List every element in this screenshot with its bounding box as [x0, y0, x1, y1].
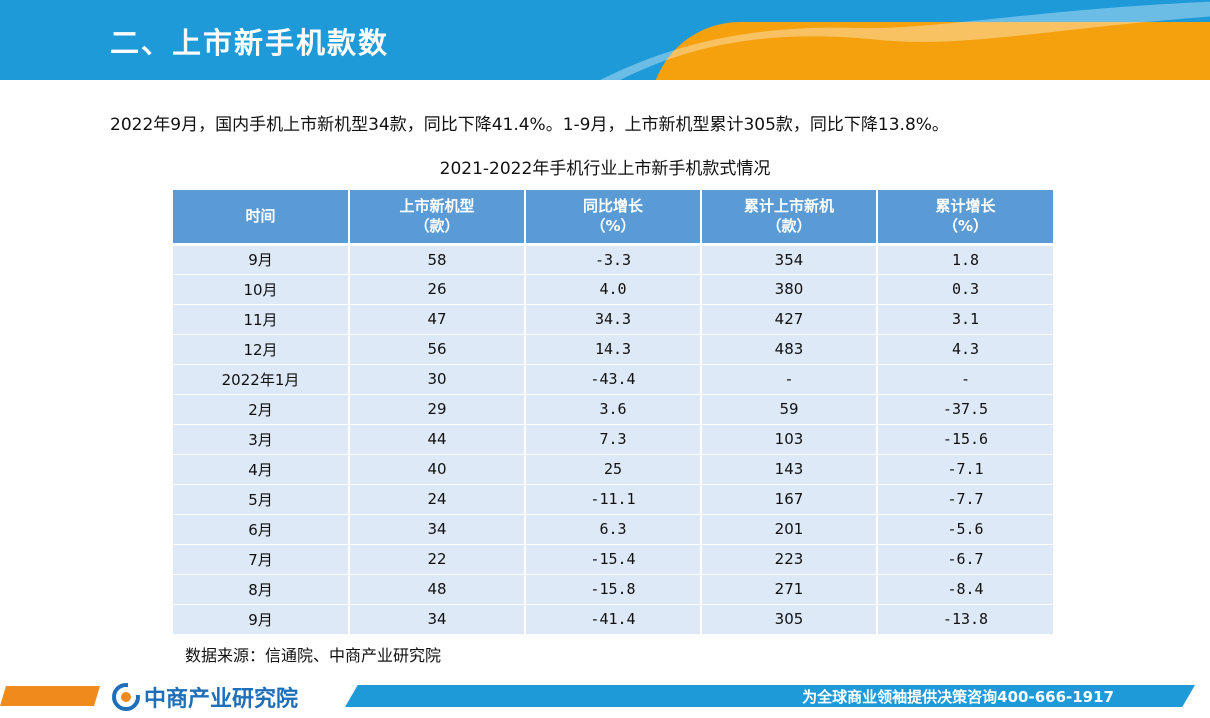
cell-cumulative-growth: -6.7 [877, 544, 1053, 575]
cell-new-models: 58 [349, 244, 526, 275]
cell-cumulative-growth: - [877, 364, 1053, 395]
cell-cumulative-models: 305 [701, 604, 878, 635]
column-header-cumulative-growth: 累计增长 （%） [877, 190, 1053, 246]
cell-yoy-growth: 25 [525, 454, 702, 485]
cell-time: 10月 [173, 274, 350, 305]
cell-yoy-growth: -11.1 [525, 484, 702, 515]
cell-yoy-growth: -15.4 [525, 544, 702, 575]
cell-yoy-growth: 3.6 [525, 394, 702, 425]
cell-cumulative-growth: 1.8 [877, 244, 1053, 275]
header-orange-band [650, 22, 1210, 80]
cell-cumulative-growth: -5.6 [877, 514, 1053, 545]
table-row: 10月 26 4.0 380 0.3 [173, 274, 1053, 305]
cell-new-models: 34 [349, 514, 526, 545]
footer-logo: 中商产业研究院 [112, 681, 298, 713]
table-row: 9月 34 -41.4 305 -13.8 [173, 604, 1053, 635]
table-row: 3月 44 7.3 103 -15.6 [173, 424, 1053, 455]
cell-time: 8月 [173, 574, 350, 605]
page-title: 二、上市新手机款数 [110, 26, 390, 60]
cell-cumulative-growth: 4.3 [877, 334, 1053, 365]
cell-cumulative-growth: 0.3 [877, 274, 1053, 305]
cell-new-models: 48 [349, 574, 526, 605]
cell-cumulative-models: - [701, 364, 878, 395]
cell-cumulative-growth: -37.5 [877, 394, 1053, 425]
cell-new-models: 40 [349, 454, 526, 485]
cell-cumulative-models: 103 [701, 424, 878, 455]
cell-yoy-growth: -43.4 [525, 364, 702, 395]
footer-blue-bar [345, 685, 1195, 707]
cell-yoy-growth: 34.3 [525, 304, 702, 335]
cell-cumulative-models: 380 [701, 274, 878, 305]
cell-time: 12月 [173, 334, 350, 365]
footer-slogan: 为全球商业领袖提供决策咨询400-666-1917 [802, 688, 1114, 706]
cell-yoy-growth: -15.8 [525, 574, 702, 605]
summary-text: 2022年9月，国内手机上市新机型34款，同比下降41.4%。1-9月，上市新机… [110, 115, 949, 135]
header-banner: 二、上市新手机款数 [0, 0, 1210, 80]
table-row: 7月 22 -15.4 223 -6.7 [173, 544, 1053, 575]
cell-time: 7月 [173, 544, 350, 575]
cell-cumulative-models: 271 [701, 574, 878, 605]
cell-cumulative-growth: -7.7 [877, 484, 1053, 515]
data-table: 时间 上市新机型 （款） 同比增长 （%） 累计上市新机 （款） 累计增长 （%） 9月… [173, 190, 1053, 635]
table-row: 9月 58 -3.3 354 1.8 [173, 244, 1053, 275]
cell-cumulative-growth: -15.6 [877, 424, 1053, 455]
table-body: 9月 58 -3.3 354 1.8 10月 26 4.0 380 0.3 11月 47 34.3 427… [173, 244, 1053, 635]
table-row: 4月 40 25 143 -7.1 [173, 454, 1053, 485]
cell-cumulative-models: 59 [701, 394, 878, 425]
column-header-new-models: 上市新机型 （款） [349, 190, 526, 246]
table-row: 6月 34 6.3 201 -5.6 [173, 514, 1053, 545]
table-row: 12月 56 14.3 483 4.3 [173, 334, 1053, 365]
column-header-time: 时间 [173, 190, 350, 246]
table-row: 2月 29 3.6 59 -37.5 [173, 394, 1053, 425]
cell-time: 2月 [173, 394, 350, 425]
table-header-row: 时间 上市新机型 （款） 同比增长 （%） 累计上市新机 （款） 累计增长 （%） [173, 190, 1053, 246]
cell-time: 6月 [173, 514, 350, 545]
cell-time: 2022年1月 [173, 364, 350, 395]
cell-time: 5月 [173, 484, 350, 515]
header-wave-decoration [600, 1, 1210, 80]
cell-time: 3月 [173, 424, 350, 455]
cell-yoy-growth: 6.3 [525, 514, 702, 545]
cell-yoy-growth: 7.3 [525, 424, 702, 455]
source-note: 数据来源：信通院、中商产业研究院 [185, 646, 442, 665]
table-row: 2022年1月 30 -43.4- - [173, 364, 1053, 395]
table-row: 11月 47 34.3 427 3.1 [173, 304, 1053, 335]
cell-yoy-growth: -3.3 [525, 244, 702, 275]
cell-new-models: 29 [349, 394, 526, 425]
cell-cumulative-models: 483 [701, 334, 878, 365]
cell-new-models: 47 [349, 304, 526, 335]
cell-yoy-growth: 4.0 [525, 274, 702, 305]
cell-cumulative-models: 223 [701, 544, 878, 575]
table-title: 2021-2022年手机行业上市新手机款式情况 [439, 159, 771, 179]
logo-icon [112, 683, 140, 711]
cell-cumulative-growth: -8.4 [877, 574, 1053, 605]
cell-yoy-growth: 14.3 [525, 334, 702, 365]
cell-cumulative-growth: -7.1 [877, 454, 1053, 485]
logo-text: 中商产业研究院 [144, 687, 299, 712]
cell-time: 4月 [173, 454, 350, 485]
cell-time: 9月 [173, 244, 350, 275]
cell-yoy-growth: -41.4 [525, 604, 702, 635]
cell-time: 11月 [173, 304, 350, 335]
cell-cumulative-models: 201 [701, 514, 878, 545]
cell-cumulative-growth: -13.8 [877, 604, 1053, 635]
cell-cumulative-models: 354 [701, 244, 878, 275]
cell-new-models: 44 [349, 424, 526, 455]
cell-new-models: 22 [349, 544, 526, 575]
cell-cumulative-models: 427 [701, 304, 878, 335]
cell-time: 9月 [173, 604, 350, 635]
cell-cumulative-models: 143 [701, 454, 878, 485]
cell-cumulative-models: 167 [701, 484, 878, 515]
cell-new-models: 24 [349, 484, 526, 515]
cell-new-models: 56 [349, 334, 526, 365]
table-row: 5月 24 -11.1 167 -7.7 [173, 484, 1053, 515]
table-row: 8月 48 -15.8 271 -8.4 [173, 574, 1053, 605]
column-header-cumulative-models: 累计上市新机 （款） [701, 190, 878, 246]
cell-cumulative-growth: 3.1 [877, 304, 1053, 335]
footer-orange-stripe [0, 686, 100, 706]
cell-new-models: 26 [349, 274, 526, 305]
cell-new-models: 30 [349, 364, 526, 395]
cell-new-models: 34 [349, 604, 526, 635]
column-header-yoy-growth: 同比增长 （%） [525, 190, 702, 246]
